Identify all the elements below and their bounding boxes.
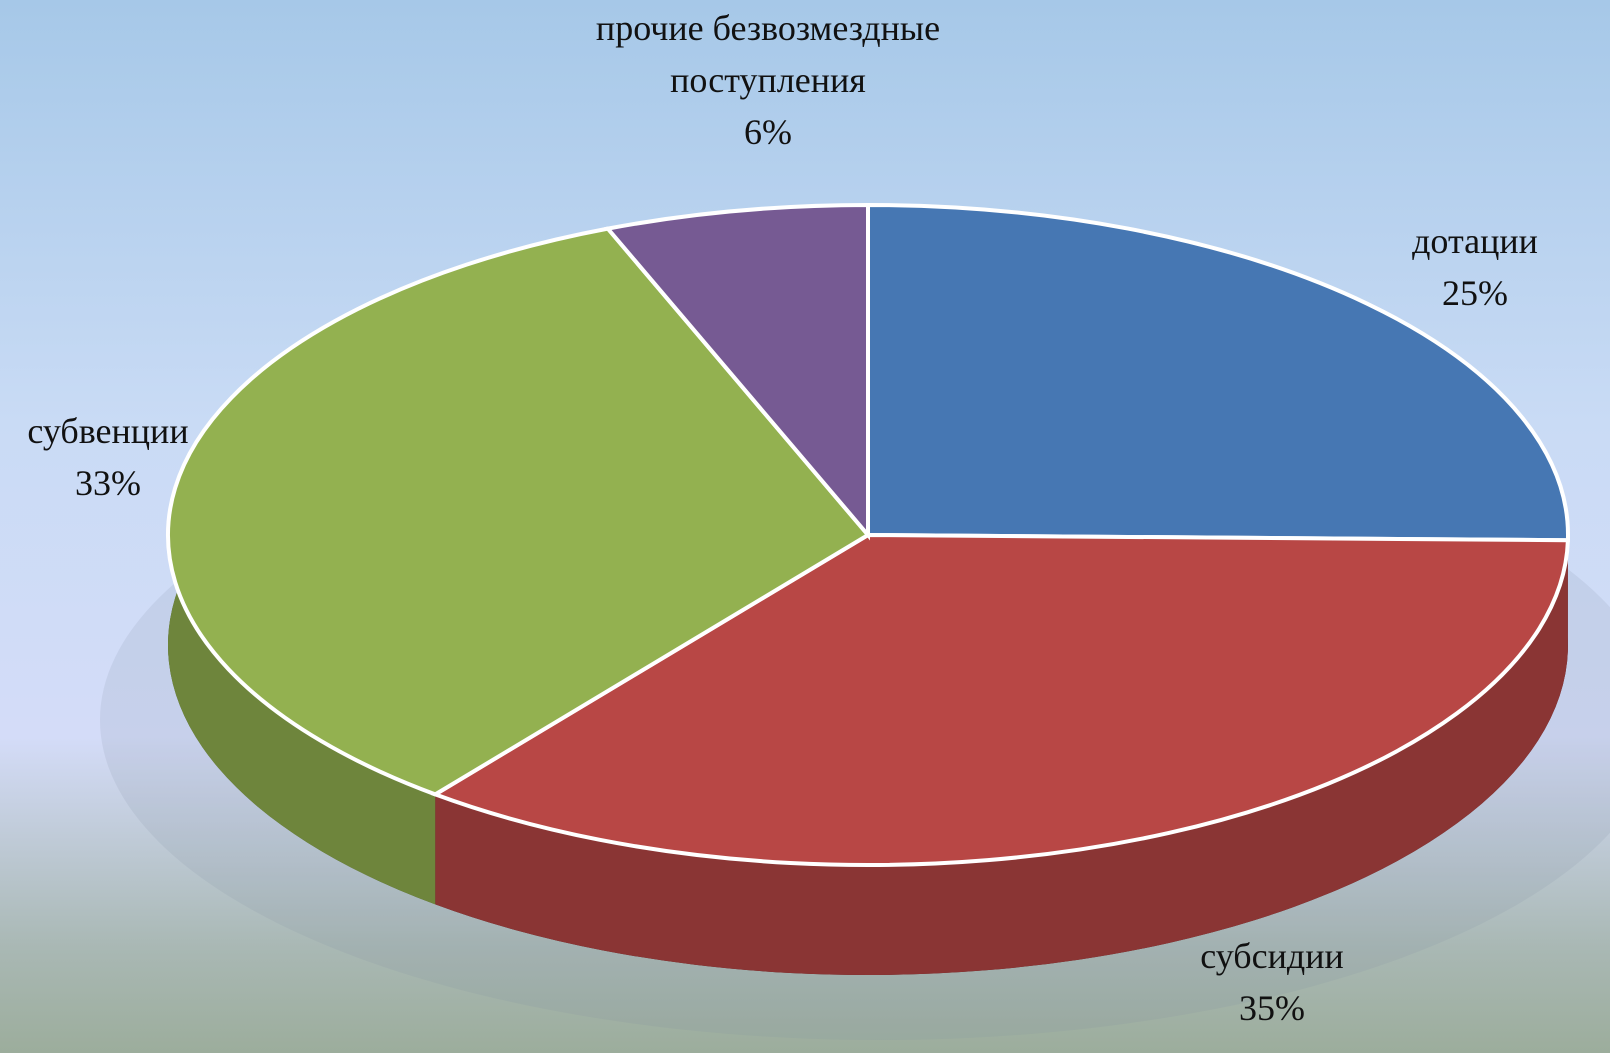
value-label: 33% — [75, 463, 141, 503]
value-label: 6% — [744, 112, 792, 152]
data-label: субсидии 35% — [1200, 930, 1343, 1034]
data-label: дотации 25% — [1412, 215, 1538, 319]
data-label: прочие безвозмездные поступления 6% — [548, 2, 988, 158]
category-label: прочие безвозмездные поступления — [595, 8, 941, 100]
slice — [166, 226, 872, 797]
slice — [604, 202, 870, 541]
slice — [430, 532, 1570, 867]
data-label: субвенции 33% — [27, 405, 188, 509]
category-label: дотации — [1412, 221, 1538, 261]
value-label: 35% — [1239, 988, 1305, 1028]
category-label: субсидии — [1200, 936, 1344, 976]
slice — [866, 202, 1570, 543]
value-label: 25% — [1441, 273, 1508, 313]
category-label: субвенции — [27, 411, 189, 451]
slice-side — [435, 540, 1568, 975]
